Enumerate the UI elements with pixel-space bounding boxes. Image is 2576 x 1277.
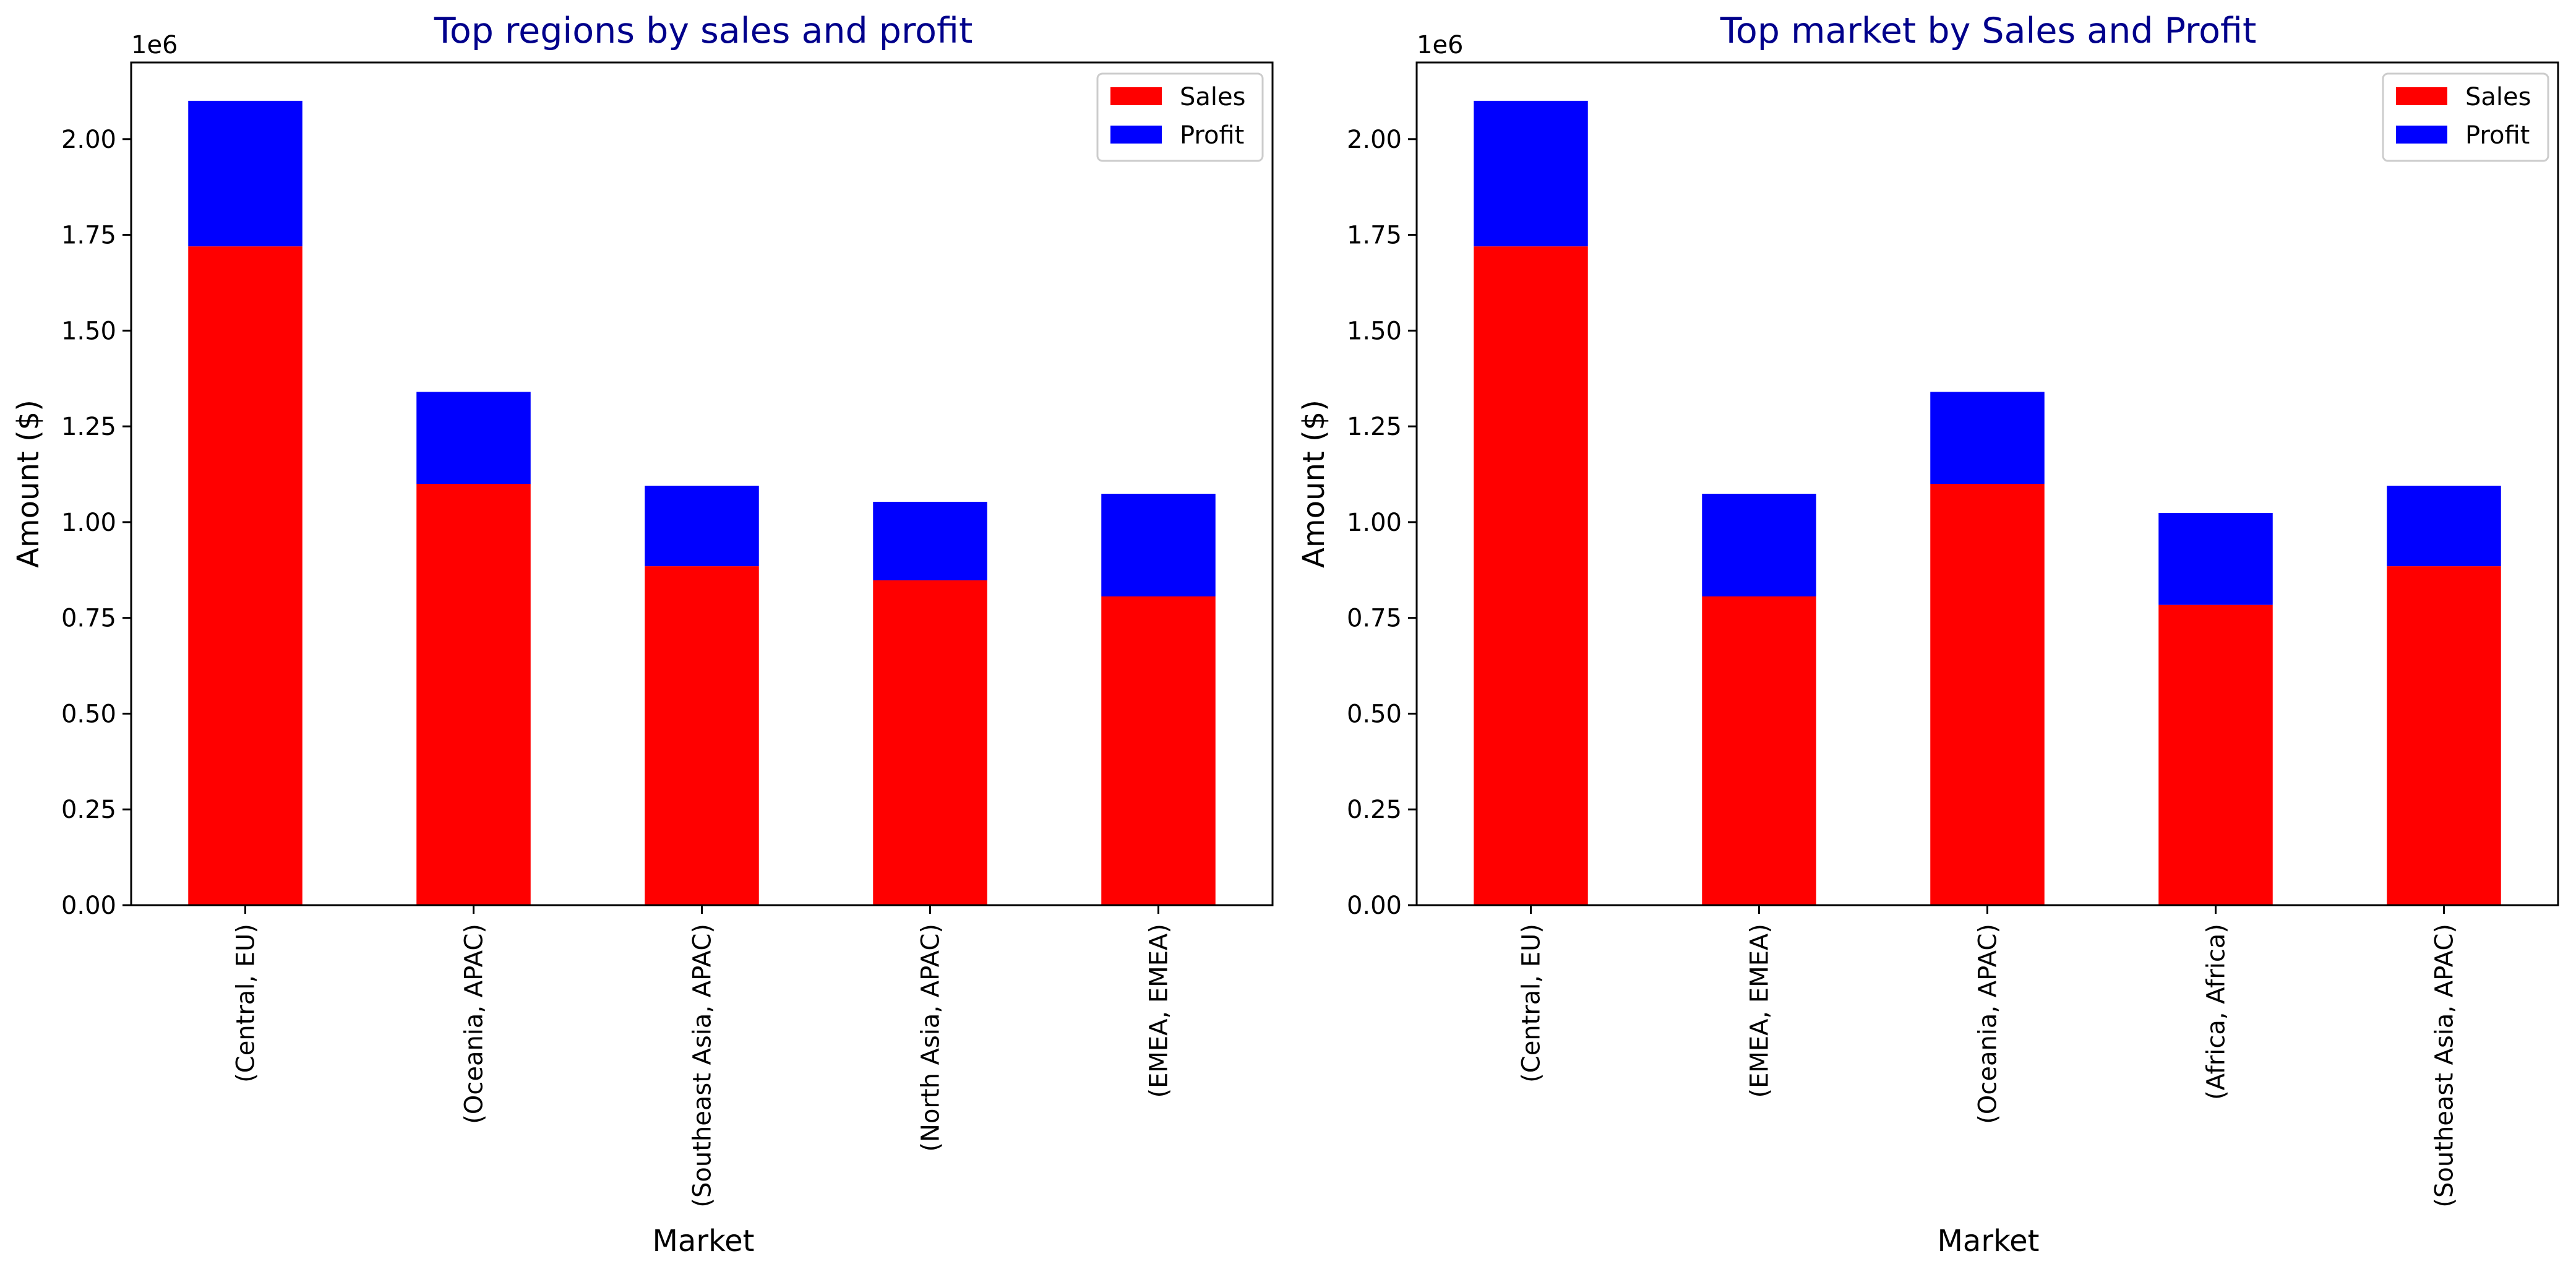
y-tick-label: 0.00 xyxy=(1347,892,1402,920)
x-tick-label: (Oceania, APAC) xyxy=(1974,924,2003,1124)
bar-sales xyxy=(2158,604,2273,905)
bar-sales xyxy=(1702,596,1816,905)
y-tick-label: 0.25 xyxy=(61,796,116,824)
bar-profit xyxy=(873,502,987,581)
chart-2-legend-label-profit: Profit xyxy=(2465,121,2530,150)
chart-2-ylabel: Amount ($) xyxy=(1297,400,1331,568)
y-tick-label: 0.25 xyxy=(1347,796,1402,824)
x-tick-label: (EMEA, EMEA) xyxy=(1145,924,1174,1098)
chart-panel-2: Top market by Sales and Profit 1e6 Amoun… xyxy=(1297,11,2559,1258)
x-tick-label: (North Asia, APAC) xyxy=(917,924,945,1152)
y-tick-label: 1.50 xyxy=(61,317,116,345)
bar-sales xyxy=(873,580,987,905)
chart-2-offset-label: 1e6 xyxy=(1417,31,1464,59)
y-tick-label: 1.75 xyxy=(1347,221,1402,250)
x-tick-label: (Oceania, APAC) xyxy=(460,924,489,1124)
y-tick-label: 1.75 xyxy=(61,221,116,250)
y-tick-label: 1.50 xyxy=(1347,317,1402,345)
x-tick-label: (Southeast Asia, APAC) xyxy=(2431,924,2459,1208)
x-tick-label: (Africa, Africa) xyxy=(2202,924,2231,1100)
chart-1-legend-label-sales: Sales xyxy=(1180,83,1245,111)
y-tick-label: 1.25 xyxy=(1347,413,1402,441)
bar-sales xyxy=(188,246,303,906)
bar-profit xyxy=(188,100,303,247)
chart-1-title: Top regions by sales and profit xyxy=(434,11,973,51)
y-tick-label: 2.00 xyxy=(61,126,116,154)
bar-sales xyxy=(1101,596,1216,905)
x-tick-label: (Central, EU) xyxy=(1518,924,1546,1083)
chart-1-legend-swatch-profit xyxy=(1110,126,1162,144)
bar-sales xyxy=(1930,484,2045,905)
y-tick-label: 0.50 xyxy=(61,700,116,728)
x-tick-label: (EMEA, EMEA) xyxy=(1746,924,1774,1098)
chart-2-axes-frame xyxy=(1415,61,2559,906)
chart-1-axes-frame xyxy=(130,61,1274,906)
x-tick-label: (Southeast Asia, APAC) xyxy=(689,924,717,1208)
bar-profit xyxy=(645,486,759,567)
y-tick-label: 2.00 xyxy=(1347,126,1402,154)
chart-2-title: Top market by Sales and Profit xyxy=(1720,11,2257,51)
chart-2-plot: 0.00 0.25 0.50 0.75 1.00 1.25 1.50 1.75 2.00 (Cen… xyxy=(1347,100,2501,1208)
chart-2-legend-swatch-profit xyxy=(2396,126,2447,144)
chart-1-offset-label: 1e6 xyxy=(131,31,178,59)
bar-profit xyxy=(1702,494,1816,597)
chart-2-legend-label-sales: Sales xyxy=(2465,83,2531,111)
bar-sales xyxy=(2387,566,2501,905)
y-tick-label: 0.75 xyxy=(1347,604,1402,633)
y-tick-label: 0.50 xyxy=(1347,700,1402,728)
chart-1-plot: 0.00 0.25 0.50 0.75 1.00 1.25 1.50 1.75 2.00 (Cen… xyxy=(61,100,1216,1208)
bar-profit xyxy=(416,392,531,484)
bar-sales xyxy=(645,566,759,905)
bar-profit xyxy=(2158,513,2273,605)
chart-1-ylabel: Amount ($) xyxy=(11,400,46,568)
bar-profit xyxy=(1930,392,2045,484)
y-tick-label: 1.00 xyxy=(61,509,116,537)
bar-profit xyxy=(1474,100,1588,247)
chart-2-legend: Sales Profit xyxy=(2382,72,2549,162)
chart-1-xlabel: Market xyxy=(653,1224,755,1258)
bar-sales xyxy=(416,484,531,905)
chart-2-legend-swatch-sales xyxy=(2396,87,2447,105)
y-tick-label: 1.25 xyxy=(61,413,116,441)
y-tick-label: 1.00 xyxy=(1347,509,1402,537)
y-tick-label: 0.75 xyxy=(61,604,116,633)
chart-1-legend-swatch-sales xyxy=(1110,87,1162,105)
x-tick-label: (Central, EU) xyxy=(232,924,260,1083)
y-tick-label: 0.00 xyxy=(61,892,116,920)
chart-1-legend: Sales Profit xyxy=(1096,72,1264,162)
chart-2-xlabel: Market xyxy=(1938,1224,2040,1258)
bar-sales xyxy=(1474,246,1588,906)
chart-panel-1: Top regions by sales and profit 1e6 Amou… xyxy=(11,11,1274,1258)
chart-1-legend-label-profit: Profit xyxy=(1180,121,1244,150)
bar-profit xyxy=(1101,494,1216,597)
bar-profit xyxy=(2387,486,2501,567)
